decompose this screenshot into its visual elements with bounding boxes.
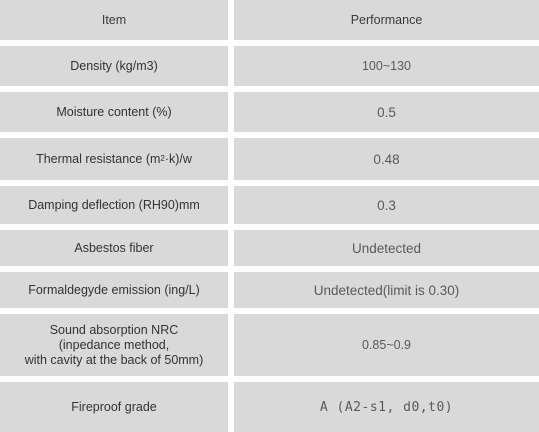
row-item-label: Sound absorption NRC (inpedance method, … [0,314,228,376]
table-row: Thermal resistance (m 2 ·k)/w 0.48 [0,138,539,180]
performance-text: 0.85~0.9 [361,337,411,352]
row-item-label: Thermal resistance (m 2 ·k)/w [0,138,228,180]
row-performance-value: 0.3 [234,186,539,224]
row-item-label: Formaldegyde emission (ing/L) [0,272,228,308]
row-performance-value: 0.48 [234,138,539,180]
item-label-prefix: Thermal resistance (m [36,151,161,166]
performance-text: 0.5 [377,104,396,120]
row-item-label: Moisture content (%) [0,92,228,132]
header-performance: Performance [234,0,539,40]
performance-text: 100~130 [361,58,411,73]
row-performance-value: 0.85~0.9 [234,314,539,376]
row-performance-value: 0.5 [234,92,539,132]
table-row: Moisture content (%) 0.5 [0,92,539,132]
row-performance-value: 100~130 [234,46,539,86]
performance-text: 0.3 [377,197,396,213]
row-item-label: Damping deflection (RH90)mm [0,186,228,224]
row-performance-value: Undetected [234,230,539,266]
table-row: Damping deflection (RH90)mm 0.3 [0,186,539,224]
row-item-label: Fireproof grade [0,382,228,432]
performance-text: 0.48 [373,151,400,167]
performance-text: Undetected [351,240,422,256]
performance-text: A (A2-s1, d0,t0) [319,399,454,415]
table-row: Density (kg/m3) 100~130 [0,46,539,86]
row-item-label: Density (kg/m3) [0,46,228,86]
row-item-label: Asbestos fiber [0,230,228,266]
header-item: Item [0,0,228,40]
row-performance-value: A (A2-s1, d0,t0) [234,382,539,432]
row-performance-value: Undetected(limit is 0.30) [234,272,539,308]
table-header-row: Item Performance [0,0,539,40]
table-row: Fireproof grade A (A2-s1, d0,t0) [0,382,539,432]
performance-text: Undetected(limit is 0.30) [313,282,460,298]
table-row: Formaldegyde emission (ing/L) Undetected… [0,272,539,308]
table-row: Asbestos fiber Undetected [0,230,539,266]
item-label-suffix: ·k)/w [164,151,192,166]
table-row: Sound absorption NRC (inpedance method, … [0,314,539,376]
